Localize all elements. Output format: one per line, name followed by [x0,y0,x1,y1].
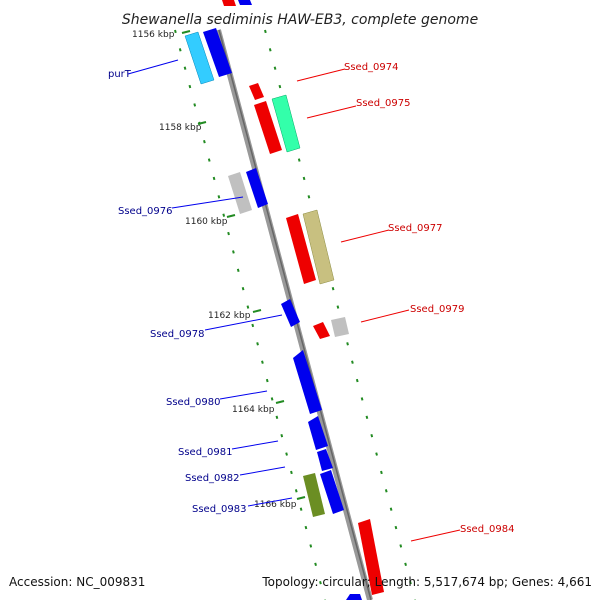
gene-label-Ssed_0974: Ssed_0974 [344,62,399,73]
tick-label: 1160 kbp [185,217,228,227]
gene-feature [203,28,232,77]
gene-label-Ssed_0979: Ssed_0979 [410,304,465,315]
gene-feature-Ssed_0981 [308,416,328,450]
gene-feature-Ssed_0982 [317,449,333,471]
left-labels: purT Ssed_0976 Ssed_0978 Ssed_0980 Ssed_… [108,59,293,515]
tick-1156 [181,30,191,34]
gene-feature-Ssed_0983 [303,473,325,517]
gene-feature-Ssed_0979 [331,317,349,337]
tick-1164 [275,400,285,404]
kbp-ticks [181,30,306,500]
gene-feature-Ssed_0975 [271,94,301,153]
gene-label-Ssed_0982: Ssed_0982 [185,473,240,484]
gene-feature [313,322,330,339]
gene-features [184,0,384,600]
gene-feature-Ssed_0974 [249,83,264,100]
gene-feature [254,101,282,154]
gene-feature [346,594,362,600]
gene-feature [238,0,252,5]
accession-text: Accession: NC_009831 [9,575,145,589]
gene-feature-Ssed_0984 [358,519,384,595]
tick-1158 [197,121,207,125]
gene-feature-Ssed_0978 [281,299,300,327]
tick-label: 1164 kbp [232,405,275,415]
tick-label: 1156 kbp [132,30,175,40]
gene-feature-Ssed_0977 [302,209,335,285]
gene-label-Ssed_0978: Ssed_0978 [150,329,205,340]
gene-feature [228,172,252,214]
tick-1160 [226,214,236,218]
gene-label-Ssed_0981: Ssed_0981 [178,447,233,458]
right-labels: Ssed_0974 Ssed_0975 Ssed_0977 Ssed_0979 … [296,62,515,542]
gene-label-Ssed_0977: Ssed_0977 [388,223,443,234]
gene-feature-purT [184,31,215,85]
tick-label: 1166 kbp [254,500,297,510]
gene-feature [320,470,344,514]
gene-label-Ssed_0976: Ssed_0976 [118,206,173,217]
gene-feature [286,214,316,284]
gene-feature-Ssed_0980 [293,350,322,414]
gene-label-Ssed_0975: Ssed_0975 [356,98,411,109]
gene-label-Ssed_0983: Ssed_0983 [192,504,247,515]
gene-feature-Ssed_0976 [246,168,268,208]
tick-label: 1158 kbp [159,123,202,133]
genome-summary-text: Topology: circular; Length: 5,517,674 bp… [261,575,592,589]
gene-feature [222,0,236,6]
tick-1162 [252,309,262,313]
map-title: Shewanella sediminis HAW-EB3, complete g… [122,12,478,28]
tick-1166 [296,496,306,500]
gene-label-Ssed_0980: Ssed_0980 [166,397,221,408]
gene-label-purT: purT [108,69,132,80]
gene-label-Ssed_0984: Ssed_0984 [460,524,515,535]
tick-label: 1162 kbp [208,311,251,321]
